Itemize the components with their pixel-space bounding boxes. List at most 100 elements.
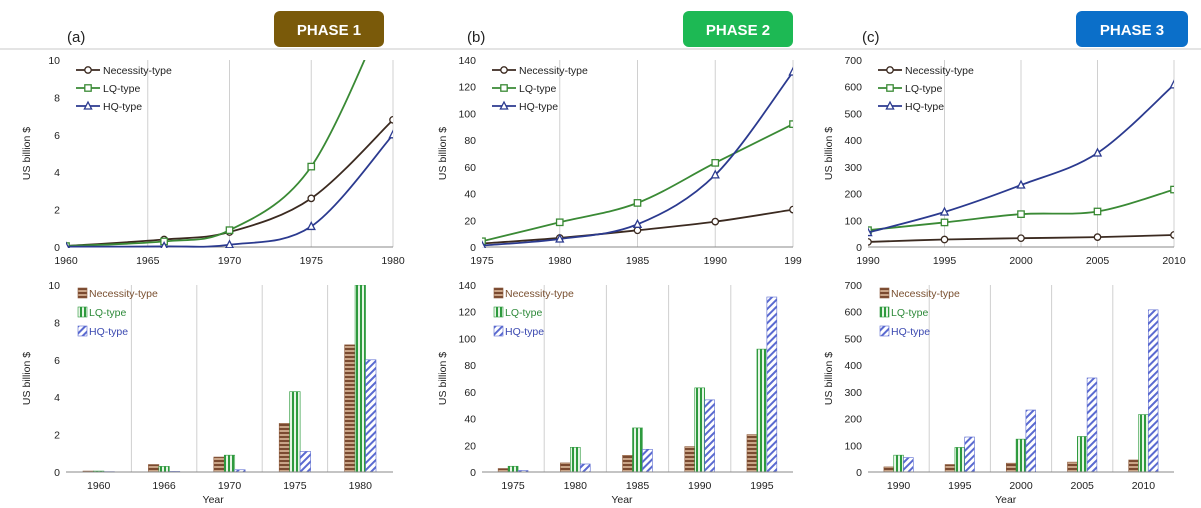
bar — [497, 468, 509, 473]
bar — [560, 462, 571, 473]
y-tick-label: 20 — [464, 440, 476, 452]
chart-6: 0 100 200 300 400 500 600 700 US billion $ 1990 19… — [823, 280, 1174, 506]
bar — [883, 466, 895, 473]
data-point — [788, 66, 793, 76]
legend-swatch — [77, 325, 88, 337]
x-tick-label: 1980 — [349, 480, 373, 492]
data-point — [66, 241, 70, 248]
x-tick-label: 1966 — [152, 480, 176, 492]
x-tick-label: 2010 — [1132, 480, 1156, 492]
legend-swatch — [493, 287, 504, 299]
y-tick-label: 0 — [54, 242, 60, 254]
y-tick-label: 600 — [844, 307, 862, 319]
legend-swatch — [77, 287, 88, 299]
legend-marker — [886, 84, 894, 92]
legend-label: LQ-type — [891, 307, 929, 319]
x-axis-label: Year — [611, 494, 633, 506]
bar — [365, 359, 377, 473]
y-tick-label: 0 — [54, 467, 60, 479]
y-tick-label: 500 — [844, 333, 862, 345]
data-point — [389, 115, 393, 124]
bar — [158, 466, 170, 473]
bar — [570, 446, 581, 473]
y-axis-label: US billion $ — [21, 352, 33, 405]
bar — [579, 463, 591, 473]
y-tick-label: 6 — [54, 130, 60, 142]
panel-letter: (a) — [67, 29, 85, 46]
y-tick-label: 100 — [844, 215, 862, 227]
x-tick-label: 1980 — [548, 255, 572, 267]
data-point — [633, 199, 642, 207]
y-tick-label: 200 — [844, 189, 862, 201]
bar — [893, 454, 904, 473]
bar — [1128, 459, 1139, 473]
chart-4: 0 2 4 6 8 10 US billion $ 1960 1966 1970 1975 1980 Y… — [21, 280, 393, 506]
data-point — [711, 217, 720, 226]
data-point — [1016, 179, 1026, 189]
bar — [632, 427, 643, 473]
bar — [213, 456, 225, 473]
y-tick-label: 10 — [48, 55, 60, 67]
data-point — [307, 162, 316, 171]
x-axis-label: Year — [995, 494, 1017, 506]
legend-item: LQ-type — [77, 306, 127, 319]
y-tick-label: 80 — [464, 135, 476, 147]
legend-label: HQ-type — [891, 326, 930, 338]
x-tick-label: 1990 — [688, 480, 712, 492]
legend-label: HQ-type — [89, 326, 128, 338]
y-tick-label: 100 — [458, 333, 476, 345]
panel-letter: (c) — [862, 29, 880, 46]
data-point — [225, 226, 234, 235]
phase-badge — [1076, 11, 1188, 47]
bar — [622, 455, 633, 473]
data-point — [633, 226, 642, 235]
bar — [223, 454, 236, 473]
y-tick-label: 0 — [856, 242, 862, 254]
legend-label: Necessity-type — [905, 65, 974, 77]
x-tick-label: 1975 — [470, 255, 494, 267]
y-tick-label: 40 — [464, 414, 476, 426]
bar — [1006, 462, 1017, 473]
y-tick-label: 0 — [470, 242, 476, 254]
legend-label: LQ-type — [103, 83, 141, 95]
data-point — [710, 169, 720, 179]
bar — [344, 344, 356, 473]
y-axis-label: US billion $ — [21, 127, 33, 180]
chart-2: 0 20 40 60 80 100 120 140 US billion $ 1975 1980 19… — [437, 55, 802, 267]
legend-item: LQ-type — [879, 306, 929, 319]
legend-item: HQ-type — [492, 100, 558, 113]
x-tick-label: 1970 — [218, 480, 242, 492]
legend-marker — [83, 100, 93, 110]
data-point — [1093, 233, 1102, 241]
x-tick-label: 2000 — [1009, 255, 1033, 267]
bar — [1138, 414, 1149, 473]
y-tick-label: 400 — [844, 135, 862, 147]
data-point — [1017, 234, 1025, 243]
x-tick-label: 2010 — [1162, 255, 1186, 267]
legend-marker — [84, 66, 92, 74]
legend-marker — [499, 100, 509, 110]
bar — [1025, 409, 1036, 473]
bar — [278, 423, 290, 473]
bar — [148, 464, 160, 473]
x-tick-label: 1995 — [933, 255, 957, 267]
bar — [756, 348, 768, 473]
y-tick-label: 40 — [464, 189, 476, 201]
x-tick-label: 1970 — [218, 255, 242, 267]
legend-marker — [886, 66, 894, 74]
y-tick-label: 300 — [844, 162, 862, 174]
chart-5: 0 20 40 60 80 100 120 140 US billion $ 1975 1980 19… — [437, 280, 793, 506]
data-point — [555, 218, 564, 227]
y-tick-label: 2 — [54, 205, 60, 217]
y-tick-label: 6 — [54, 355, 60, 367]
bar — [1067, 461, 1078, 473]
legend-item: HQ-type — [76, 100, 142, 113]
legend-item: LQ-type — [492, 83, 557, 95]
y-tick-label: 0 — [470, 467, 476, 479]
bar — [1077, 436, 1088, 473]
x-tick-label: 1975 — [283, 480, 307, 492]
data-point — [868, 227, 873, 237]
legend-swatch — [77, 306, 88, 318]
x-tick-label: 1995 — [948, 480, 972, 492]
y-axis-label: US billion $ — [437, 352, 449, 405]
